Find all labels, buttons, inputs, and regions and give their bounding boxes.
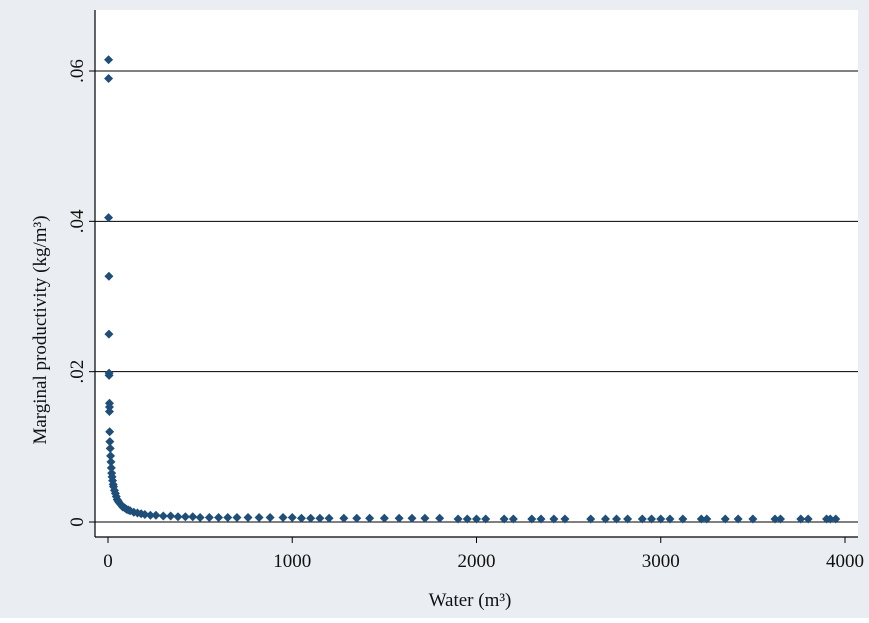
point — [831, 514, 841, 524]
point — [105, 437, 115, 447]
point — [472, 514, 481, 524]
point — [158, 511, 168, 521]
point — [733, 514, 743, 524]
point — [104, 402, 114, 412]
point — [796, 514, 806, 524]
point — [306, 513, 316, 523]
point — [825, 514, 835, 524]
point — [656, 514, 666, 524]
point — [407, 513, 417, 523]
point — [105, 427, 115, 437]
point — [254, 512, 264, 522]
x-tick-label: 3000 — [642, 551, 680, 572]
point — [776, 514, 786, 524]
point — [315, 513, 325, 523]
point — [214, 512, 224, 522]
point — [420, 513, 430, 523]
y-axis-title: Marginal productivity (kg/m³) — [30, 215, 51, 444]
point — [665, 514, 675, 524]
point — [549, 514, 559, 524]
point — [104, 74, 114, 84]
point — [243, 512, 253, 522]
point — [106, 451, 116, 461]
x-tick-label: 1000 — [273, 551, 311, 572]
point — [612, 514, 622, 524]
point — [647, 514, 657, 524]
point — [770, 514, 780, 524]
y-tick-label: 0 — [67, 517, 88, 527]
point — [204, 512, 214, 522]
point — [324, 513, 334, 523]
point — [527, 514, 537, 524]
x-axis-title: Water (m³) — [429, 590, 512, 611]
point — [140, 509, 150, 519]
point — [104, 370, 114, 380]
y-tick-label: .02 — [67, 360, 88, 384]
point — [462, 514, 472, 524]
point — [720, 514, 730, 524]
point — [173, 512, 183, 522]
point — [435, 513, 445, 523]
x-tick-label: 2000 — [458, 551, 496, 572]
point — [379, 513, 389, 523]
point — [637, 514, 647, 524]
point — [104, 55, 114, 65]
point — [232, 512, 242, 522]
point — [151, 510, 161, 520]
point — [145, 510, 155, 520]
point — [180, 512, 190, 522]
point — [105, 443, 115, 453]
x-tick-label: 4000 — [826, 551, 864, 572]
point — [106, 457, 116, 467]
point — [188, 512, 198, 522]
point — [365, 513, 375, 523]
point — [166, 511, 176, 521]
point — [287, 512, 297, 522]
point — [702, 514, 712, 524]
point — [748, 514, 758, 524]
y-tick-label: .04 — [67, 209, 88, 233]
point — [803, 514, 813, 524]
point — [278, 512, 288, 522]
point — [106, 463, 116, 473]
point — [104, 213, 114, 223]
point — [104, 407, 114, 417]
point — [296, 513, 306, 523]
point — [499, 514, 509, 524]
point — [265, 512, 275, 522]
point — [223, 512, 233, 522]
point — [104, 329, 114, 339]
point — [600, 514, 610, 524]
y-tick-label: .06 — [67, 59, 88, 83]
plot-area — [95, 10, 858, 537]
point — [560, 514, 570, 524]
x-tick-label: 0 — [103, 551, 113, 572]
point — [339, 513, 349, 523]
point — [104, 271, 114, 281]
point — [195, 512, 205, 522]
point — [623, 514, 633, 524]
point — [394, 513, 404, 523]
point — [481, 514, 491, 524]
point — [696, 514, 706, 524]
point — [586, 514, 596, 524]
point — [453, 514, 463, 524]
point — [352, 513, 362, 523]
point — [678, 514, 688, 524]
point — [536, 514, 546, 524]
point — [508, 514, 518, 524]
